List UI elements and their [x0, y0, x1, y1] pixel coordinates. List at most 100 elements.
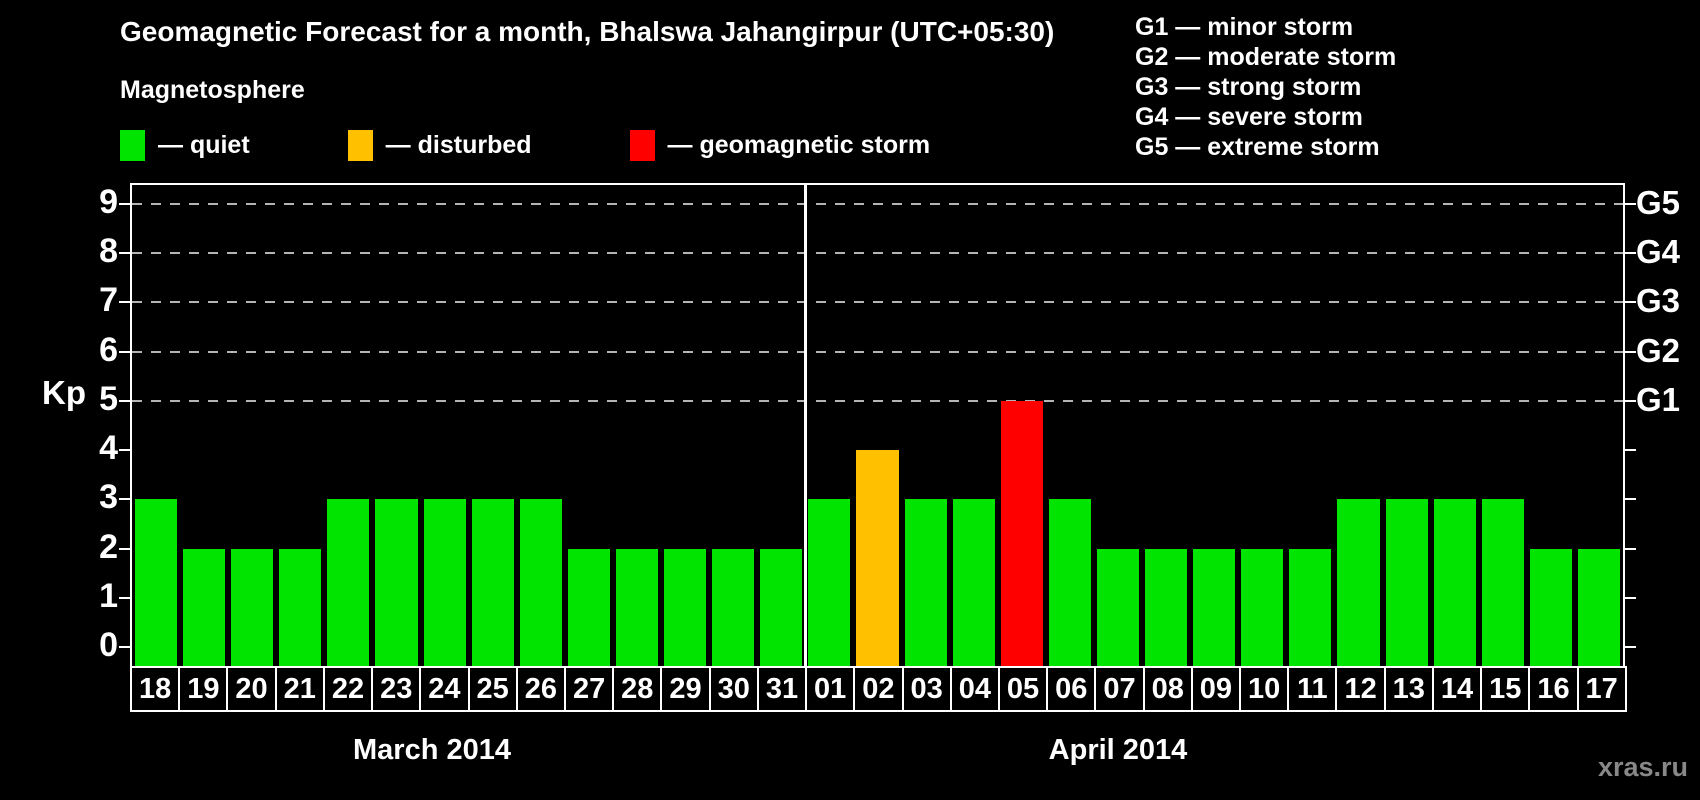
- month-separator-line: [803, 183, 807, 668]
- legend-item-quiet: — quiet: [120, 129, 250, 161]
- kp-bar-23: [375, 499, 418, 666]
- left-tick-kp3: [119, 498, 130, 501]
- right-tick-kp7: [1625, 301, 1636, 304]
- left-tick-kp1: [119, 596, 130, 599]
- right-tick-kp0: [1625, 646, 1636, 649]
- legend-item-label: — disturbed: [385, 130, 532, 159]
- storm-scale-legend: G1 — minor storm G2 — moderate storm G3 …: [1135, 12, 1396, 162]
- y-tick-label-9: 9: [99, 182, 118, 221]
- day-cell-04: 04: [949, 666, 1000, 712]
- day-cell-31: 31: [756, 666, 808, 712]
- magnetosphere-legend-title: Magnetosphere: [120, 76, 305, 104]
- kp-bar-24: [423, 499, 466, 666]
- day-cell-13: 13: [1383, 666, 1434, 712]
- kp-bar-26: [519, 499, 562, 666]
- chart-title: Geomagnetic Forecast for a month, Bhalsw…: [120, 16, 1055, 47]
- kp-bar-22: [327, 499, 370, 666]
- y-tick-label-3: 3: [99, 478, 118, 517]
- kp-bar-01: [808, 499, 851, 666]
- gridline-kp6: [132, 350, 1623, 353]
- kp-bar-03: [904, 499, 947, 666]
- day-cell-10: 10: [1239, 666, 1290, 712]
- right-tick-kp4: [1625, 449, 1636, 452]
- left-tick-kp7: [119, 301, 130, 304]
- day-cell-19: 19: [178, 666, 229, 712]
- right-axis-label-g5: G5: [1636, 183, 1681, 221]
- storm-scale-g3: G3 — strong storm: [1135, 73, 1362, 101]
- kp-bar-21: [279, 548, 322, 666]
- day-cell-29: 29: [660, 666, 711, 712]
- kp-bar-15: [1481, 499, 1524, 666]
- legend-item-label: — quiet: [158, 130, 250, 159]
- kp-bar-18: [135, 499, 178, 666]
- day-cell-27: 27: [563, 666, 615, 712]
- kp-bar-31: [760, 548, 803, 666]
- month-label-march: March 2014: [353, 734, 511, 766]
- plot-area: 0 1 2 3 4 5 6 7 8 9 G1 G2 G3 G4 G5: [99, 183, 1680, 668]
- y-tick-label-1: 1: [99, 576, 118, 615]
- day-cell-03: 03: [901, 666, 952, 712]
- left-tick-kp9: [119, 202, 130, 205]
- day-cell-01: 01: [805, 666, 856, 712]
- y-axis-label: Kp: [42, 374, 86, 411]
- kp-bar-09: [1193, 548, 1236, 666]
- kp-bar-28: [615, 548, 659, 666]
- y-tick-label-4: 4: [99, 429, 118, 468]
- right-tick-kp5: [1625, 399, 1636, 402]
- right-tick-kp2: [1625, 547, 1636, 550]
- kp-bar-16: [1529, 548, 1572, 666]
- kp-bar-25: [471, 499, 514, 666]
- right-axis-label-g3: G3: [1636, 282, 1681, 320]
- kp-bar-13: [1385, 499, 1428, 666]
- month-label-april: April 2014: [1048, 734, 1188, 766]
- gridline-kp5: [132, 399, 1623, 402]
- left-tick-kp8: [119, 252, 130, 254]
- right-tick-kp1: [1625, 596, 1636, 599]
- kp-bar-27: [567, 548, 610, 666]
- day-cell-12: 12: [1335, 666, 1386, 712]
- legend-item-disturbed: — disturbed: [347, 129, 532, 161]
- left-tick-kp5: [119, 399, 130, 402]
- kp-bar-02: [856, 450, 899, 666]
- right-tick-kp3: [1625, 498, 1636, 501]
- y-tick-label-5: 5: [99, 379, 118, 418]
- legend-item-label: — geomagnetic storm: [667, 130, 931, 159]
- plot-inner: 0 1 2 3 4 5 6 7 8 9 G1 G2 G3 G4 G5: [99, 183, 1680, 668]
- day-cell-22: 22: [322, 666, 374, 712]
- right-tick-kp6: [1625, 350, 1636, 353]
- quiet-color-swatch: [120, 129, 145, 161]
- right-axis-label-g2: G2: [1636, 331, 1681, 369]
- day-cell-24: 24: [419, 666, 470, 712]
- y-tick-label-8: 8: [99, 232, 118, 270]
- day-cell-05: 05: [997, 666, 1049, 712]
- day-cell-18: 18: [130, 666, 181, 712]
- day-cell-28: 28: [612, 666, 663, 712]
- day-cell-30: 30: [708, 666, 759, 712]
- kp-bar-17: [1577, 548, 1620, 666]
- legend-item-storm: — geomagnetic storm: [629, 129, 931, 161]
- storm-scale-g2: G2 — moderate storm: [1135, 43, 1397, 71]
- day-cell-25: 25: [467, 666, 518, 712]
- watermark: xras.ru: [1597, 752, 1688, 782]
- y-tick-label-0: 0: [99, 626, 118, 665]
- day-cell-16: 16: [1528, 666, 1579, 712]
- day-cell-26: 26: [515, 666, 566, 712]
- day-cell-07: 07: [1094, 666, 1145, 712]
- storm-scale-g5: G5 — extreme storm: [1135, 133, 1380, 161]
- day-cell-17: 17: [1576, 666, 1627, 712]
- disturbed-color-swatch: [347, 129, 373, 161]
- kp-bar-11: [1289, 548, 1332, 666]
- day-cell-06: 06: [1046, 666, 1097, 712]
- y-tick-label-2: 2: [99, 527, 118, 566]
- kp-bar-05: [1000, 400, 1043, 666]
- right-axis-label-g4: G4: [1636, 233, 1681, 270]
- y-tick-label-6: 6: [99, 330, 118, 369]
- right-tick-kp8: [1625, 252, 1636, 254]
- storm-color-swatch: [629, 129, 655, 161]
- kp-bar-30: [712, 548, 755, 666]
- gridline-kp8: [132, 252, 1623, 254]
- kp-bar-06: [1048, 499, 1091, 666]
- x-axis-day-row: 18 19 20 21 22 23 24 25 26 27 28 29 30 31 01 02 03 04 05 06…: [130, 666, 1627, 712]
- day-cell-08: 08: [1142, 666, 1193, 712]
